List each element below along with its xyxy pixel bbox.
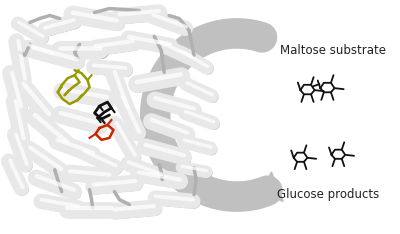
Text: Glucose products: Glucose products — [277, 188, 380, 201]
Polygon shape — [261, 172, 283, 201]
Text: Maltose substrate: Maltose substrate — [280, 44, 386, 57]
